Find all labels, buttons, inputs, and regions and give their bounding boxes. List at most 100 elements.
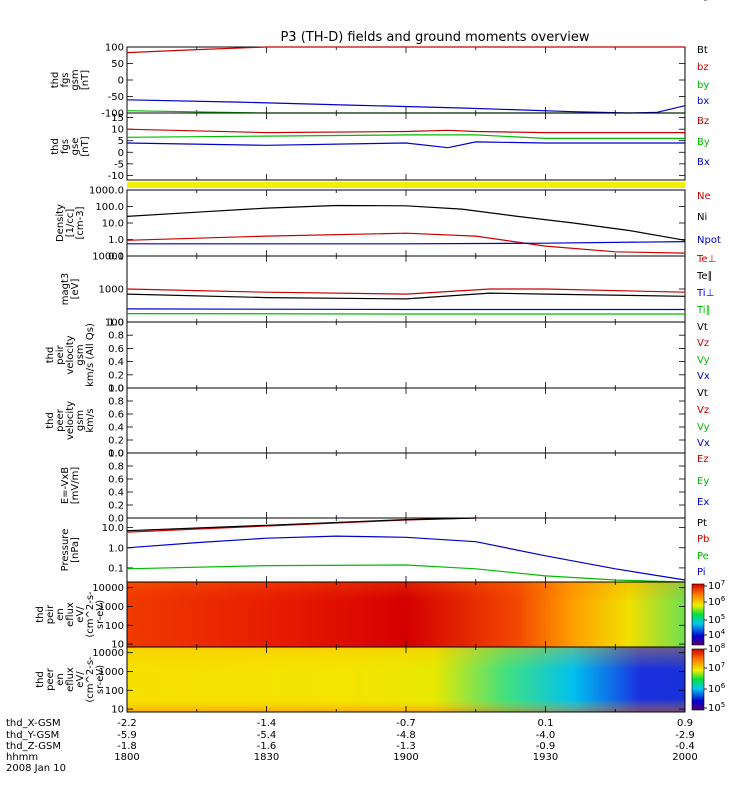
- y-tick-label: -100: [101, 109, 124, 120]
- series-line-Npot: [127, 241, 686, 245]
- legend-entry: Pi: [697, 567, 706, 578]
- x-row-label: 2008 Jan 10: [6, 763, 66, 774]
- colorbar: [691, 583, 705, 646]
- y-tick-label: 10: [111, 640, 124, 651]
- y-axis-label-line: magt3: [60, 273, 71, 306]
- colorbar-tick-label: 106: [708, 682, 726, 695]
- panel-frame: [126, 321, 686, 389]
- y-tick-label: 1.0: [108, 543, 124, 554]
- y-tick-label: 0.1: [108, 563, 124, 574]
- figure-title: P3 (TH-D) fields and ground moments over…: [280, 30, 589, 45]
- legend-entry: Ni: [697, 212, 707, 223]
- x-tick-label: -1.6: [257, 741, 277, 752]
- colorbar: [691, 648, 705, 711]
- y-tick-label: 0: [118, 148, 124, 159]
- y-axis-label-line: thd: [35, 671, 46, 688]
- colorbar-tick-label: 107: [708, 661, 725, 674]
- y-tick-label: 0.4: [108, 488, 124, 499]
- y-tick-label: -10: [108, 171, 124, 182]
- y-axis-label-line: thd: [35, 606, 46, 623]
- legend-entry: bx: [697, 96, 709, 107]
- y-axis-label-line: [cm-3]: [75, 206, 86, 239]
- series-line-By: [126, 134, 685, 139]
- y-axis-label-line: [nT]: [80, 70, 91, 90]
- y-tick-label: 1000: [99, 602, 124, 613]
- panel-peer_eflux: 108 107 106 105 10000 1000 100 10 thd peer en eflux…: [35, 642, 726, 716]
- x-tick-label: 2000: [672, 752, 697, 763]
- y-tick-label: 10000: [92, 252, 124, 263]
- panel-temperature: 10000 1000 100 magt3 [eV] Te⊥ Te∥ Ti⊥ Ti∥: [60, 252, 716, 329]
- panel-peer_velocity: 1.0 0.8 0.6 0.4 0.2 0.0 thd peer velocity gsm km/s…: [45, 384, 710, 460]
- x-row-label: thd_X-GSM: [6, 718, 61, 729]
- y-tick-label: 0.2: [108, 370, 124, 381]
- legend-entry: Vx: [697, 371, 710, 382]
- panel-frame: [126, 189, 686, 257]
- legend-entry: Vy: [697, 422, 710, 433]
- series-line-bx: [126, 99, 686, 114]
- x-tick-label: -5.4: [257, 730, 277, 741]
- panel-frame: [126, 387, 686, 454]
- x-tick-label: -1.3: [396, 741, 416, 752]
- colorbar-tick-label: 108: [708, 642, 725, 655]
- panel-peir_velocity: 1.0 0.8 0.6 0.4 0.2 0.0 thd peir velocity gsm km/s…: [45, 318, 710, 395]
- y-axis-label-line: gsm: [70, 69, 81, 90]
- y-axis-label-line: thd: [50, 138, 61, 155]
- legend-entry: Ne: [697, 191, 711, 202]
- x-tick-label: 1830: [254, 752, 279, 763]
- legend-entry: Bt: [697, 45, 708, 56]
- x-tick-label: 1900: [393, 752, 418, 763]
- y-axis-label-line: Density: [55, 204, 66, 242]
- y-axis-label-line: fgs: [60, 72, 71, 87]
- panel-frame: [126, 46, 686, 114]
- x-row-label: thd_Y-GSM: [6, 730, 59, 741]
- series-line-Bx: [126, 141, 685, 149]
- x-tick-label: -2.2: [117, 718, 137, 729]
- x-tick-label: 1930: [533, 752, 558, 763]
- y-tick-label: -5: [114, 159, 124, 170]
- y-tick-label: 0.1: [108, 252, 124, 263]
- series-line-Pt: [126, 517, 476, 532]
- legend-entry: Vy: [697, 355, 710, 366]
- legend-entry: Pb: [697, 534, 709, 545]
- series-line-Ne: [126, 232, 686, 254]
- y-axis-label-line: eV/: [75, 671, 86, 688]
- y-axis-label-line: eV/: [75, 606, 86, 623]
- y-tick-label: 0.6: [108, 475, 124, 486]
- x-tick-label: 0.1: [538, 718, 554, 729]
- y-tick-label: 1000: [99, 667, 124, 678]
- series-line-bz: [126, 46, 685, 54]
- x-row-label: thd_Z-GSM: [6, 741, 61, 752]
- spectrogram-shading: [127, 647, 685, 712]
- panel-density: 1000.0 100.0 10.0 1.0 0.1 Density [1/cc] [cm-3]…: [55, 186, 721, 263]
- y-tick-label: 0.4: [108, 357, 124, 368]
- y-tick-label: 0.6: [108, 410, 124, 421]
- y-axis-label-line: gsm: [75, 410, 86, 431]
- quality-flag-bar: [127, 182, 685, 188]
- y-axis-label-line: [eV]: [70, 279, 81, 300]
- y-axis-label-line: E=-VxB: [60, 467, 71, 504]
- legend-entry: Bz: [697, 116, 709, 127]
- y-tick-label: 15: [111, 113, 124, 124]
- legend-entry: Te∥: [696, 271, 713, 282]
- legend-entry: Npot: [697, 235, 721, 246]
- y-axis-label-line: [nT]: [80, 136, 91, 156]
- colorbar-tick-label: 103: [708, 0, 725, 3]
- y-axis-label-line: velocity: [65, 401, 76, 440]
- legend-entry: bz: [697, 62, 709, 73]
- legend-entry: Ti∥: [696, 305, 711, 316]
- y-axis-label-line: gse: [70, 138, 81, 156]
- colorbar-tick-label: 104: [708, 628, 726, 641]
- x-tick-label: 1800: [114, 752, 139, 763]
- colorbar-tick-label: 105: [708, 613, 725, 626]
- legend-entry: Ez: [697, 454, 709, 465]
- legend-entry: By: [697, 137, 710, 148]
- panel-efield: 1.0 0.8 0.6 0.4 0.2 0.0 E=-VxB [mV/m] Ez Ey Ex: [60, 449, 709, 525]
- legend-entry: by: [697, 80, 709, 91]
- legend-entry: Ey: [697, 476, 709, 487]
- x-tick-label: 0.9: [677, 718, 693, 729]
- panel-frame: [126, 112, 686, 181]
- y-tick-label: 1.0: [108, 235, 124, 246]
